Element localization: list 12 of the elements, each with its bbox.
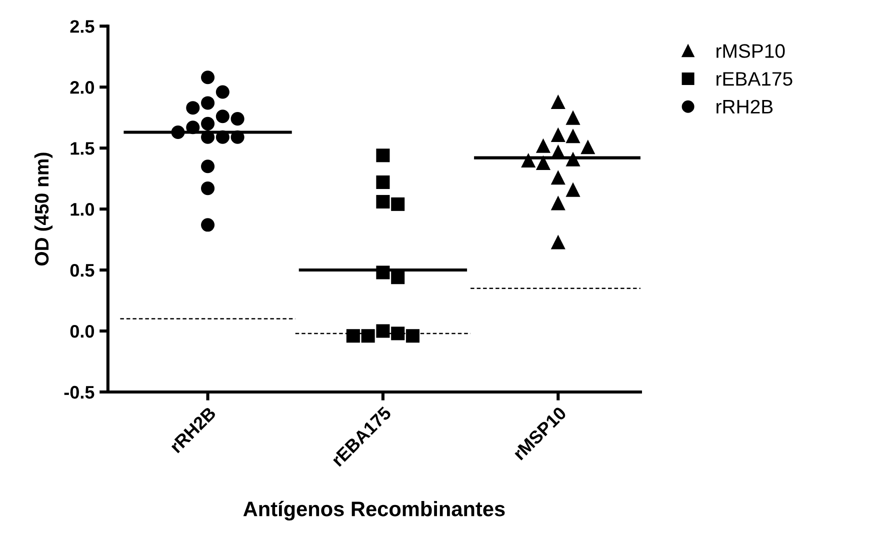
y-tick-label: 2.0 (70, 81, 94, 94)
y-tick-label: -0.5 (64, 386, 94, 399)
y-tick-label: 1.0 (70, 202, 94, 216)
y-tick-label: 0.5 (70, 264, 94, 277)
legend-label: rMSP10 (716, 44, 785, 58)
legend-label: rRH2B (716, 100, 773, 114)
y-tick-label: 1.5 (70, 142, 94, 155)
y-tick-label: 2.5 (70, 20, 94, 33)
x-axis-title: Antígenos Recombinantes (243, 500, 505, 521)
y-tick-label: 0.0 (70, 324, 94, 338)
y-axis-title: OD (450 nm) (34, 152, 53, 266)
legend-label: rEBA175 (716, 72, 792, 86)
